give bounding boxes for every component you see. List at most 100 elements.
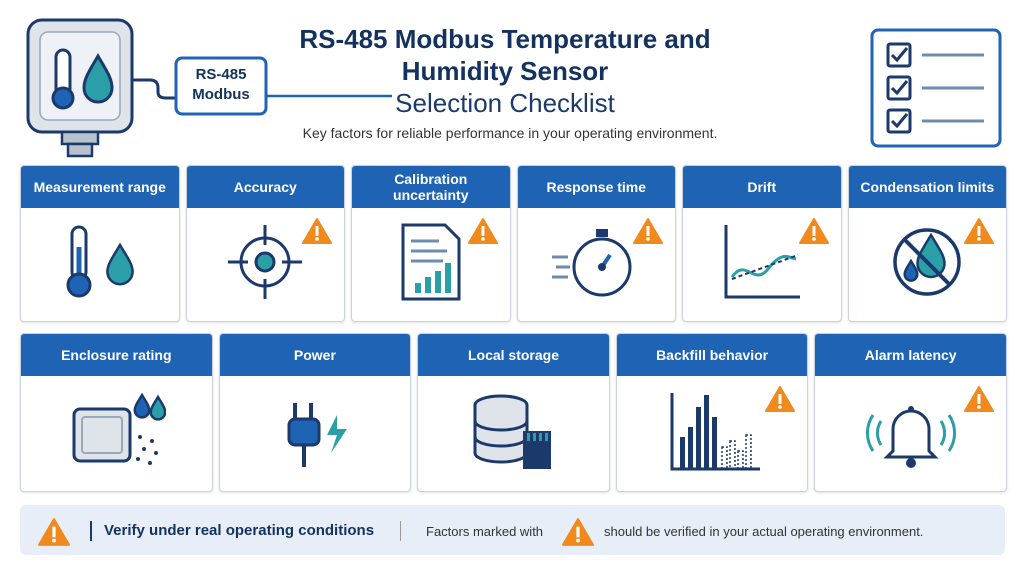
icon-part — [907, 406, 914, 412]
icon-part — [646, 226, 650, 236]
icon-part — [52, 538, 56, 543]
footer-heading: Verify under real operating conditions — [104, 522, 375, 539]
icon-part — [724, 225, 800, 299]
icon-part — [977, 394, 981, 404]
icon-part — [778, 394, 782, 404]
footer-warning — [38, 516, 70, 553]
icon-part — [875, 420, 882, 446]
divider — [90, 521, 92, 541]
icon-part — [66, 272, 92, 298]
card-icon — [724, 225, 800, 299]
footer-note: should be verified in your actual operat… — [604, 524, 924, 539]
icon-part — [539, 433, 543, 441]
factor-card: Calibration uncertainty — [351, 165, 511, 322]
icon-part — [576, 526, 580, 538]
card-icon — [287, 403, 347, 467]
icon-part — [424, 277, 431, 293]
icon-part — [947, 414, 956, 452]
icon-part — [977, 237, 981, 241]
icon-part — [696, 407, 702, 469]
icon-part — [737, 450, 744, 470]
icon-part — [576, 538, 580, 543]
warning-icon — [38, 518, 70, 546]
factor-card: Alarm latency — [814, 333, 1007, 492]
factor-card: Measurement range — [20, 165, 180, 322]
card-label: Backfill behavior — [616, 334, 808, 376]
icon-part — [148, 461, 153, 465]
icon-part — [136, 435, 159, 465]
title: Humidity Sensor — [401, 56, 609, 86]
icon-part — [745, 434, 752, 470]
icon-part — [905, 458, 916, 468]
icon-part — [598, 263, 607, 271]
warning-icon — [467, 218, 498, 244]
title: RS-485 Modbus Temperature and — [299, 24, 711, 54]
label-box — [174, 56, 268, 116]
card-icon — [552, 229, 632, 297]
icon-part — [902, 237, 952, 287]
icon-part — [646, 237, 650, 241]
icon-part — [680, 395, 718, 469]
icon-part — [596, 229, 609, 237]
factor-card: Drift — [682, 165, 842, 322]
icon-part — [315, 237, 319, 241]
card-label: Calibration uncertainty — [352, 166, 510, 208]
warning-icon — [963, 386, 994, 412]
icon-part — [149, 394, 167, 421]
icon-part — [731, 254, 799, 280]
icon-part — [903, 258, 919, 282]
icon-part — [254, 251, 276, 273]
checklist-items — [886, 42, 984, 134]
card-icon — [893, 228, 961, 296]
icon-part — [883, 409, 939, 459]
footer-warning — [562, 516, 594, 553]
icon-part — [721, 446, 728, 470]
cable — [132, 78, 178, 100]
icon-part — [315, 226, 319, 236]
icon-part — [76, 247, 82, 281]
icon-part — [81, 416, 124, 454]
icon-part — [552, 255, 571, 279]
card-label: Alarm latency — [815, 334, 1006, 376]
divider — [400, 521, 401, 541]
icon-part — [680, 437, 686, 469]
card-label: Power — [219, 334, 411, 376]
factor-card: Power — [218, 333, 412, 492]
card-icon — [72, 392, 167, 465]
icon-part — [292, 403, 313, 467]
icon-part — [977, 226, 981, 236]
icon-part — [939, 420, 946, 446]
device-label: RS-485 — [196, 66, 247, 83]
icon-part — [811, 237, 816, 241]
icon-part — [481, 226, 484, 236]
header-art: RS-485 Modbus — [26, 18, 1002, 158]
card-label: Accuracy — [186, 166, 344, 208]
icon-part — [228, 225, 303, 299]
icon-part — [414, 283, 421, 293]
factor-card: Backfill behavior — [615, 333, 809, 492]
factor-card: Local storage — [417, 333, 610, 492]
icon-part — [287, 417, 321, 447]
icon-part — [136, 457, 141, 461]
icon-part — [704, 395, 710, 469]
device-connector — [60, 130, 100, 146]
icon-part — [480, 237, 485, 241]
icon-part — [721, 434, 752, 470]
icon-part — [154, 451, 159, 455]
card-icon — [66, 225, 134, 298]
icon-part — [473, 405, 529, 464]
factor-card: Enclosure rating — [20, 333, 213, 492]
card-icon — [473, 394, 552, 469]
card-icon — [228, 225, 303, 299]
warning-icon — [302, 218, 332, 244]
icon-part — [444, 263, 451, 293]
warning-icon — [562, 518, 594, 546]
footer-note: Factors marked with — [426, 524, 544, 539]
card-label: Enclosure rating — [21, 334, 212, 376]
icon-part — [326, 415, 347, 453]
subtitle: Selection Checklist — [395, 88, 615, 118]
device-label: Modbus — [192, 86, 250, 103]
card-label: Drift — [683, 166, 841, 208]
warning-icon — [633, 218, 663, 244]
